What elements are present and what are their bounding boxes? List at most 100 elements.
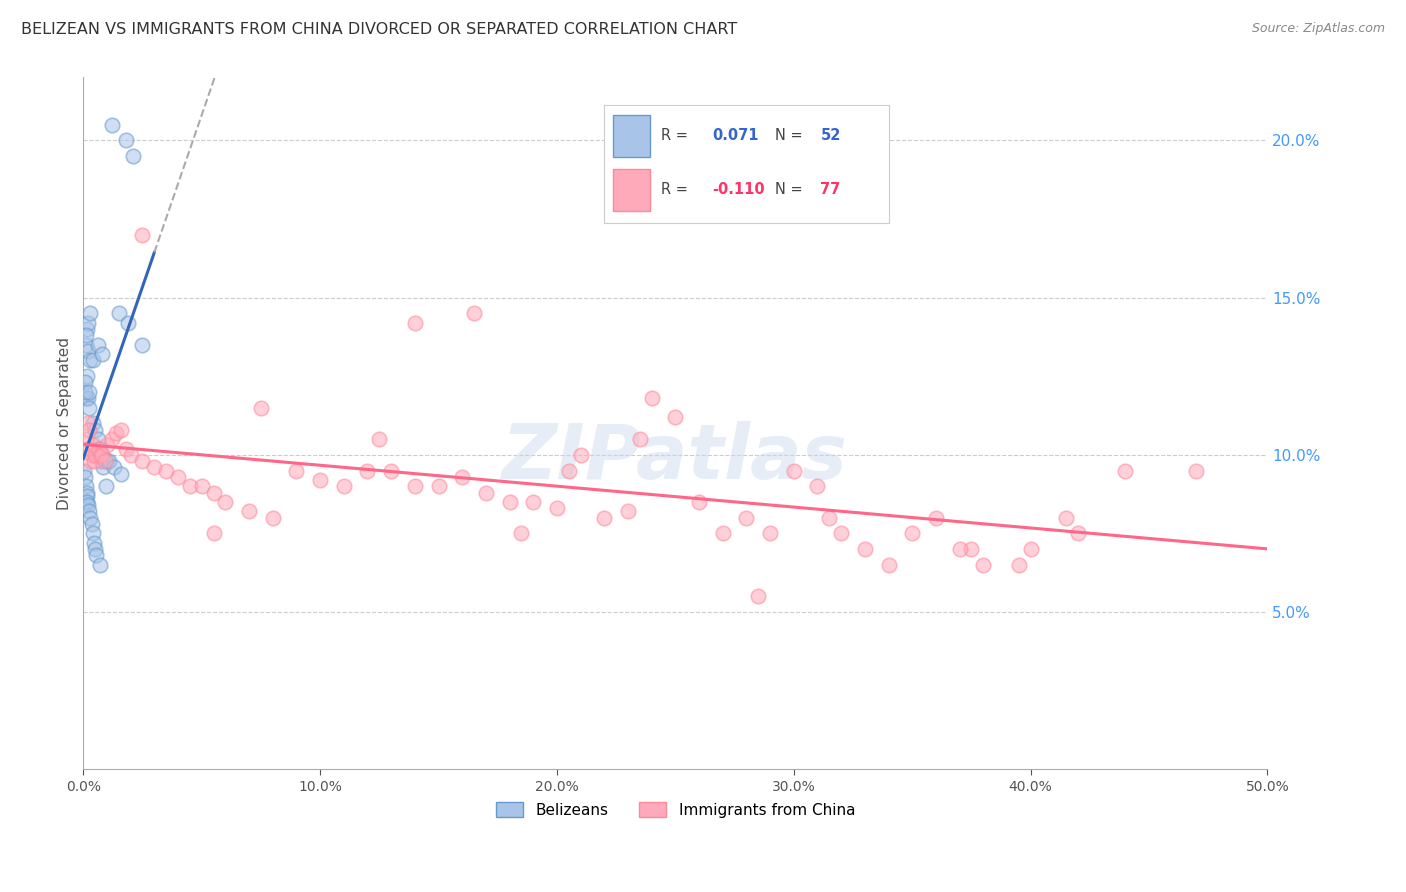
Point xyxy=(96,454,118,468)
Point xyxy=(96,438,118,452)
Point xyxy=(115,442,138,456)
Point xyxy=(110,423,132,437)
Point xyxy=(105,425,128,440)
Point xyxy=(110,467,132,481)
Point xyxy=(167,470,190,484)
Point xyxy=(93,460,115,475)
Point xyxy=(155,464,177,478)
Point xyxy=(806,479,828,493)
Point xyxy=(76,322,98,336)
Point xyxy=(89,448,111,462)
Point xyxy=(262,510,284,524)
Point xyxy=(76,391,98,405)
Point xyxy=(628,432,651,446)
Point xyxy=(76,369,98,384)
Text: Source: ZipAtlas.com: Source: ZipAtlas.com xyxy=(1251,22,1385,36)
Point xyxy=(117,316,139,330)
Point xyxy=(75,391,97,405)
Point xyxy=(558,464,581,478)
Point xyxy=(1067,526,1090,541)
Point xyxy=(1008,558,1031,572)
Point xyxy=(131,337,153,351)
Point xyxy=(76,498,98,512)
Point xyxy=(79,353,101,368)
Point xyxy=(90,454,112,468)
Point xyxy=(73,376,96,390)
Point xyxy=(925,510,948,524)
Point xyxy=(641,391,664,405)
Point xyxy=(475,485,498,500)
Point xyxy=(98,454,121,468)
Point xyxy=(87,337,110,351)
Point xyxy=(830,526,852,541)
Point xyxy=(214,495,236,509)
Point xyxy=(80,448,103,462)
Point xyxy=(84,448,107,462)
Point xyxy=(108,306,131,320)
Point xyxy=(404,316,426,330)
Point xyxy=(143,460,166,475)
Point xyxy=(82,417,104,431)
Point xyxy=(75,432,97,446)
Point xyxy=(94,479,117,493)
Point xyxy=(86,549,108,563)
Point xyxy=(75,328,97,343)
Point xyxy=(238,504,260,518)
Point xyxy=(569,448,592,462)
Point xyxy=(759,526,782,541)
Y-axis label: Divorced or Separated: Divorced or Separated xyxy=(58,337,72,510)
Point xyxy=(522,495,544,509)
Point xyxy=(202,485,225,500)
Point xyxy=(77,316,100,330)
Point xyxy=(818,510,841,524)
Point xyxy=(463,306,485,320)
Point xyxy=(309,473,332,487)
Point xyxy=(75,479,97,493)
Point xyxy=(76,495,98,509)
Point xyxy=(83,454,105,468)
Point xyxy=(498,495,520,509)
Point xyxy=(77,344,100,359)
Point xyxy=(688,495,710,509)
Point xyxy=(86,432,108,446)
Point xyxy=(664,410,686,425)
Point xyxy=(77,504,100,518)
Point xyxy=(250,401,273,415)
Point xyxy=(75,384,97,399)
Point xyxy=(1185,464,1208,478)
Point xyxy=(75,495,97,509)
Point xyxy=(593,510,616,524)
Point xyxy=(86,442,108,456)
Point xyxy=(91,448,114,462)
Point xyxy=(120,448,142,462)
Point xyxy=(77,401,100,415)
Point xyxy=(380,464,402,478)
Point xyxy=(972,558,994,572)
Point xyxy=(82,438,104,452)
Point xyxy=(89,558,111,572)
Point xyxy=(87,442,110,456)
Point xyxy=(79,510,101,524)
Point xyxy=(89,442,111,456)
Point xyxy=(77,417,100,431)
Point xyxy=(90,347,112,361)
Point xyxy=(202,526,225,541)
Point xyxy=(76,485,98,500)
Point xyxy=(84,542,107,557)
Point xyxy=(83,536,105,550)
Point xyxy=(115,133,138,147)
Point xyxy=(546,501,568,516)
Point xyxy=(747,590,769,604)
Point xyxy=(1114,464,1136,478)
Point xyxy=(404,479,426,493)
Point xyxy=(333,479,356,493)
Point xyxy=(82,353,104,368)
Point xyxy=(75,470,97,484)
Point xyxy=(80,516,103,531)
Point xyxy=(77,384,100,399)
Point xyxy=(122,149,145,163)
Point xyxy=(103,460,125,475)
Point xyxy=(91,448,114,462)
Point xyxy=(510,526,533,541)
Point xyxy=(76,442,98,456)
